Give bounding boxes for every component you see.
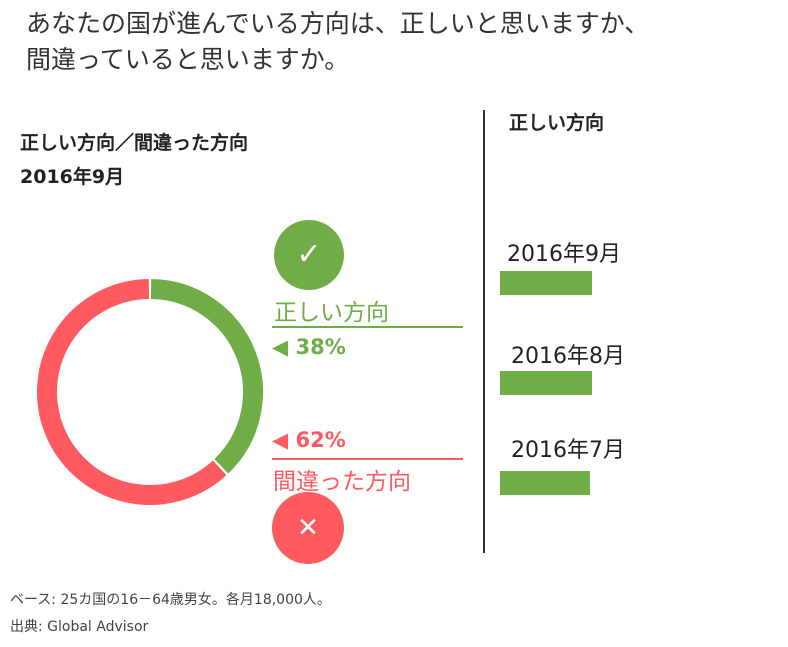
bar-label: 2016年7月 [511,438,625,463]
bar [500,371,592,395]
legend-label-wrong: 間違った方向 [273,469,411,495]
question-line-2: 間違っていると思いますか。 [26,45,350,74]
donut-subtitle: 正しい方向／間違った方向 [20,132,249,154]
bar-chart-title: 正しい方向 [509,112,605,134]
bar-label: 2016年8月 [511,344,625,369]
donut-slice [150,279,263,474]
legend-rule-right [272,326,463,328]
donut-date: 2016年9月 [20,166,125,188]
data-label-right: ◀ 38% [272,335,346,359]
check-icon: ✓ [274,220,344,290]
footnote-source: 出典: Global Advisor [10,619,149,635]
data-label-wrong: ◀ 62% [272,428,346,452]
donut-slice [37,279,227,505]
bar-label: 2016年9月 [507,242,621,267]
question-title: あなたの国が進んでいる方向は、正しいと思いますか、 間違っていると思いますか。 [26,6,649,78]
data-value-right: 38% [295,335,346,359]
divider [483,110,485,553]
question-line-1: あなたの国が進んでいる方向は、正しいと思いますか、 [26,9,650,38]
pointer-triangle-icon: ◀ [272,428,296,452]
legend-label-right: 正しい方向 [274,300,389,326]
data-value-wrong: 62% [295,428,346,452]
donut-chart [37,279,263,505]
legend-rule-wrong [272,458,463,460]
bar [500,271,592,295]
cross-icon: ✕ [272,492,344,564]
bar [500,471,590,495]
pointer-triangle-icon: ◀ [272,335,296,359]
footnote-base: ベース: 25カ国の16－64歳男女。各月18,000人。 [10,592,331,608]
